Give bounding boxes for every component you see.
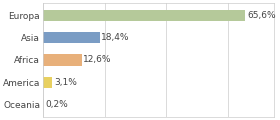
Text: 65,6%: 65,6% — [247, 11, 276, 20]
Bar — [43, 99, 44, 111]
Bar — [43, 77, 52, 88]
Text: 3,1%: 3,1% — [54, 78, 77, 87]
Text: 0,2%: 0,2% — [45, 100, 68, 109]
Text: 12,6%: 12,6% — [83, 55, 112, 64]
Bar — [43, 32, 100, 43]
Bar — [43, 54, 82, 66]
Bar — [43, 9, 245, 21]
Text: 18,4%: 18,4% — [101, 33, 130, 42]
